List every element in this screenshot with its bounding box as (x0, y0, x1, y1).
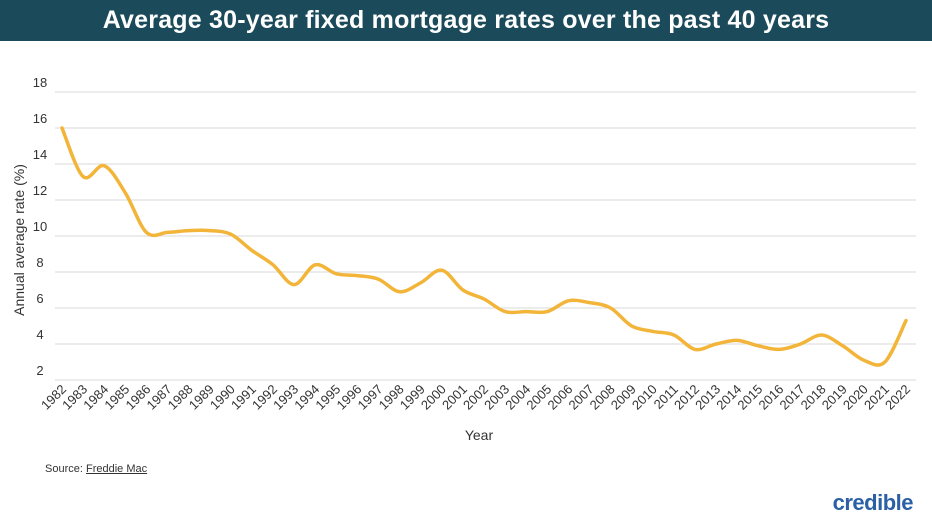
x-axis-ticks: 1982198319841985198619871988198919901991… (38, 382, 913, 413)
x-tick-label: 2022 (882, 382, 913, 413)
source-link[interactable]: Freddie Mac (85, 463, 148, 475)
credible-logo: credible (832, 490, 914, 515)
y-tick-label: 4 (36, 327, 43, 342)
y-tick-label: 18 (33, 75, 47, 90)
line-chart: 2 4 6 8 10 12 14 16 18 1982198319841985198619871… (11, 75, 916, 443)
y-axis-ticks: 2 4 6 8 10 12 14 16 18 (33, 75, 47, 378)
title-bar: Average 30-year fixed mortgage rates ove… (0, 0, 932, 41)
source-label: Source: (45, 463, 86, 475)
y-tick-label: 10 (33, 219, 47, 234)
y-tick-label: 12 (33, 183, 47, 198)
chart-title: Average 30-year fixed mortgage rates ove… (102, 6, 830, 34)
series-layer (60, 126, 908, 367)
y-tick-label: 14 (33, 147, 47, 162)
source-note: Source: Freddie Mac (45, 463, 147, 475)
y-tick-label: 6 (36, 291, 43, 306)
y-tick-label: 8 (36, 255, 43, 270)
x-axis-label: Year (465, 427, 494, 443)
gridlines (55, 91, 916, 381)
y-tick-label: 2 (36, 363, 43, 378)
y-axis-label: Annual average rate (%) (11, 164, 27, 316)
y-tick-label: 16 (33, 111, 47, 126)
series-line (60, 126, 908, 367)
